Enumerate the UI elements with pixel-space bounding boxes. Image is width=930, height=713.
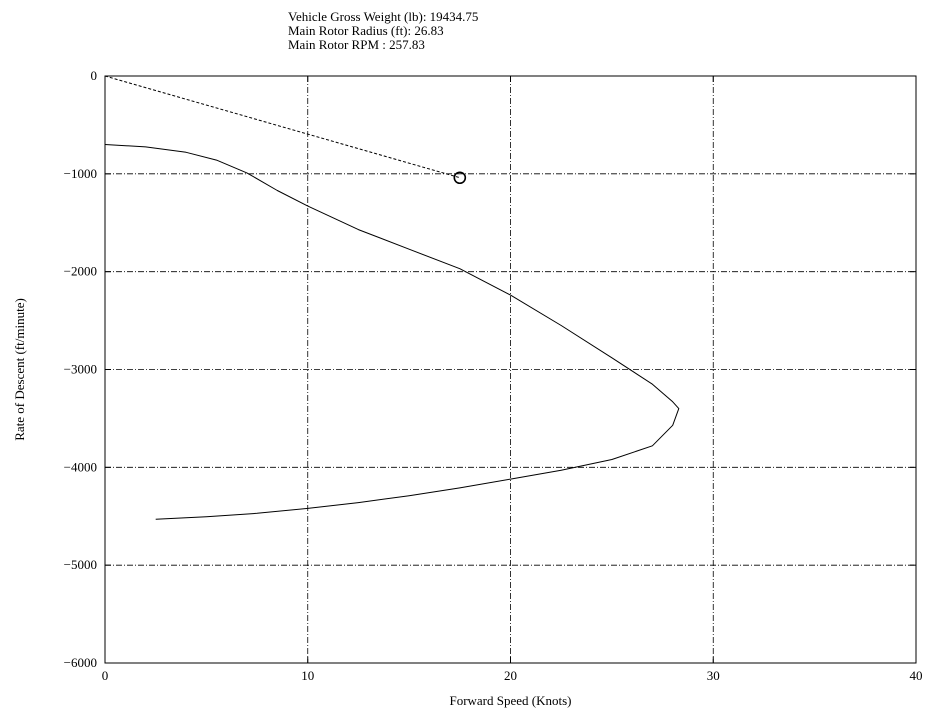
y-tick-label: −4000: [64, 459, 97, 474]
x-tick-label: 40: [910, 668, 923, 683]
y-tick-label: −5000: [64, 557, 97, 572]
tick-layer: 0 10 20 30 40 0 −1000 −2000 −3000 −4000 −5000 −6000: [64, 68, 923, 683]
title-line-rpm: Main Rotor RPM : 257.83: [288, 37, 425, 52]
series-layer: [104, 75, 680, 520]
x-tick-label: 0: [102, 668, 109, 683]
chart-title-block: Vehicle Gross Weight (lb): 19434.75 Main…: [288, 10, 478, 52]
boundary-curve-line: [104, 144, 680, 520]
title-line-radius: Main Rotor Radius (ft): 26.83: [288, 23, 444, 38]
grid-layer: [105, 76, 916, 663]
x-tick-label: 30: [707, 668, 720, 683]
operating-point-marker: [453, 171, 467, 185]
title-line-weight: Vehicle Gross Weight (lb): 19434.75: [288, 9, 479, 24]
y-tick-label: 0: [91, 68, 98, 83]
y-tick-label: −1000: [64, 166, 97, 181]
y-tick-label: −3000: [64, 362, 97, 377]
x-tick-label: 20: [504, 668, 517, 683]
y-tick-label: −6000: [64, 655, 97, 670]
y-axis-label: Rate of Descent (ft/minute): [12, 298, 27, 441]
x-axis-label: Forward Speed (Knots): [449, 693, 571, 708]
x-tick-label: 10: [301, 668, 314, 683]
dashed-series-line: [104, 75, 460, 179]
y-tick-label: −2000: [64, 264, 97, 279]
